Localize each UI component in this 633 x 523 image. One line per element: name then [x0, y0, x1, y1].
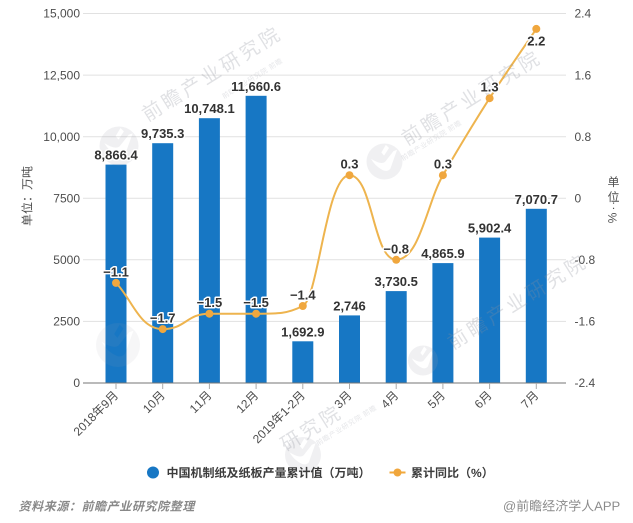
svg-text:2.2: 2.2 [527, 33, 545, 48]
svg-text:2.4: 2.4 [575, 7, 592, 21]
svg-text:4,865.9: 4,865.9 [421, 246, 464, 261]
svg-text:0.3: 0.3 [340, 157, 358, 172]
svg-text:-0.8: -0.8 [575, 253, 596, 267]
svg-text:−1.7: −1.7 [150, 311, 176, 326]
svg-text:0: 0 [575, 191, 582, 205]
svg-text:0: 0 [73, 376, 80, 390]
svg-text::: : [612, 198, 615, 212]
svg-text:15,000: 15,000 [43, 7, 80, 21]
svg-text:−1.4: −1.4 [290, 288, 316, 303]
svg-text:3,730.5: 3,730.5 [375, 274, 418, 289]
svg-text:−1.5: −1.5 [197, 295, 223, 310]
svg-text:-1.6: -1.6 [575, 315, 596, 329]
svg-text:7,070.7: 7,070.7 [515, 192, 558, 207]
svg-text:−0.8: −0.8 [383, 241, 409, 256]
svg-text:1,692.9: 1,692.9 [281, 324, 324, 339]
svg-text:8,866.4: 8,866.4 [94, 148, 138, 163]
svg-text:-2.4: -2.4 [575, 376, 596, 390]
svg-text:9,735.3: 9,735.3 [141, 126, 184, 141]
svg-text:10,000: 10,000 [43, 130, 80, 144]
svg-text:0.8: 0.8 [575, 130, 592, 144]
svg-text:5,902.4: 5,902.4 [468, 221, 512, 236]
svg-text:12,500: 12,500 [43, 68, 80, 82]
svg-text:2500: 2500 [53, 315, 80, 329]
svg-text:7500: 7500 [53, 191, 80, 205]
svg-text:1.3: 1.3 [481, 80, 499, 95]
svg-text:−1.5: −1.5 [243, 295, 269, 310]
svg-text:2,746: 2,746 [333, 298, 366, 313]
svg-text:1.6: 1.6 [575, 68, 592, 82]
svg-text:11,660.6: 11,660.6 [231, 79, 281, 94]
svg-text:−1.1: −1.1 [103, 264, 129, 279]
svg-text:5000: 5000 [53, 253, 80, 267]
svg-text:0.3: 0.3 [434, 157, 452, 172]
svg-text:10,748.1: 10,748.1 [184, 101, 235, 116]
